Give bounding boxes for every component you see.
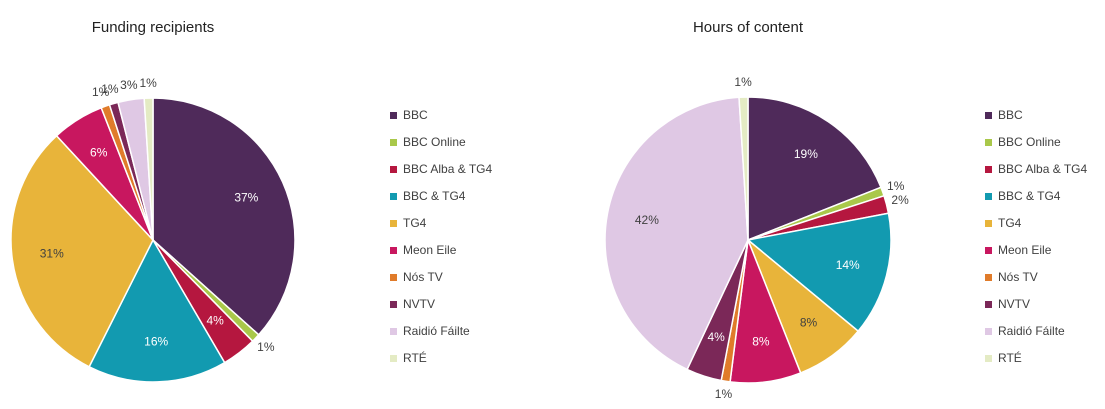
legend-swatch xyxy=(985,220,992,227)
data-label: 37% xyxy=(234,190,258,204)
legend-swatch xyxy=(985,139,992,146)
legend-label: Raidió Fáilte xyxy=(403,324,470,338)
legend-label: Meon Eile xyxy=(403,243,457,257)
data-label: 2% xyxy=(891,193,909,207)
legend-swatch xyxy=(985,193,992,200)
legend-swatch xyxy=(390,328,397,335)
data-label: 1% xyxy=(139,76,157,90)
data-label: 19% xyxy=(794,147,818,161)
legend-label: Meon Eile xyxy=(998,243,1052,257)
legend-label: NVTV xyxy=(403,297,435,311)
legend-swatch xyxy=(985,328,992,335)
data-label: 8% xyxy=(800,315,818,329)
legend-label: Nós TV xyxy=(998,270,1038,284)
legend-swatch xyxy=(985,274,992,281)
legend-label: Nós TV xyxy=(403,270,443,284)
data-label: 1% xyxy=(715,387,733,401)
pie-slice xyxy=(604,96,749,371)
pie-slice xyxy=(88,238,226,383)
data-label: 8% xyxy=(752,334,770,348)
data-label: 4% xyxy=(708,330,726,344)
pie-slice xyxy=(738,96,749,241)
legend-label: RTÉ xyxy=(403,350,427,365)
legend-label: BBC Alba & TG4 xyxy=(998,162,1087,176)
legend-swatch xyxy=(390,112,397,119)
pie-slice xyxy=(10,134,154,368)
legend-swatch xyxy=(985,112,992,119)
chart-title: Hours of content xyxy=(693,19,804,36)
legend-label: TG4 xyxy=(403,216,427,230)
data-label: 16% xyxy=(144,334,168,348)
legend-label: BBC xyxy=(403,108,428,122)
data-label: 1% xyxy=(734,75,752,89)
data-label: 1% xyxy=(92,85,110,99)
legend-swatch xyxy=(985,355,992,362)
data-label: 4% xyxy=(206,313,224,327)
legend-label: BBC xyxy=(998,108,1023,122)
legend-label: BBC Alba & TG4 xyxy=(403,162,492,176)
pie-slice xyxy=(143,97,154,241)
pie-slice xyxy=(152,97,296,336)
legend-swatch xyxy=(390,193,397,200)
legend-label: BBC Online xyxy=(403,135,466,149)
legend-swatch xyxy=(390,166,397,173)
legend-label: Raidió Fáilte xyxy=(998,324,1065,338)
legend-swatch xyxy=(390,220,397,227)
legend-label: BBC & TG4 xyxy=(998,189,1061,203)
legend-label: TG4 xyxy=(998,216,1022,230)
pie-slice xyxy=(747,96,882,242)
legend-label: NVTV xyxy=(998,297,1030,311)
legend-label: BBC Online xyxy=(998,135,1061,149)
legend-swatch xyxy=(985,301,992,308)
legend-swatch xyxy=(390,274,397,281)
legend-swatch xyxy=(390,247,397,254)
data-label: 1% xyxy=(887,179,905,193)
legend-swatch xyxy=(390,139,397,146)
data-label: 42% xyxy=(635,213,659,227)
legend-swatch xyxy=(390,355,397,362)
chart-title: Funding recipients xyxy=(92,19,215,36)
data-label: 1% xyxy=(101,82,119,96)
pie-slice xyxy=(746,212,892,333)
legend-swatch xyxy=(390,301,397,308)
legend-swatch xyxy=(985,166,992,173)
data-label: 3% xyxy=(120,78,138,92)
data-label: 1% xyxy=(257,340,275,354)
legend-swatch xyxy=(985,247,992,254)
legend-label: BBC & TG4 xyxy=(403,189,466,203)
data-label: 6% xyxy=(90,146,108,160)
legend-label: RTÉ xyxy=(998,350,1022,365)
data-label: 14% xyxy=(836,258,860,272)
data-label: 31% xyxy=(40,246,64,260)
